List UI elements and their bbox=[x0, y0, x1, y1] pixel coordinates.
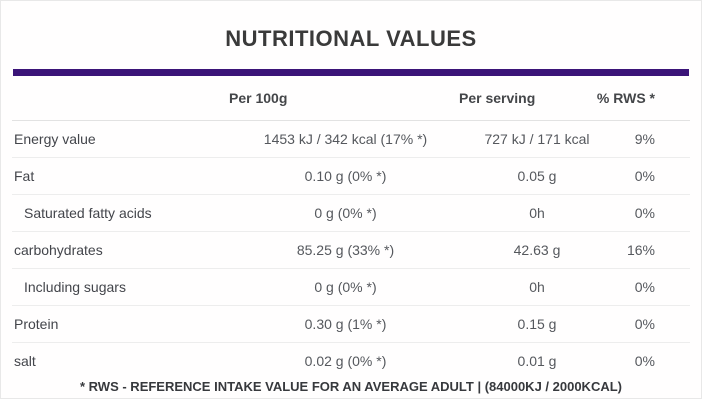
table-row-carbohydrates: carbohydrates 85.25 g (33% *) 42.63 g 16… bbox=[12, 232, 690, 269]
column-header-per-100g: Per 100g bbox=[229, 90, 288, 106]
row-label: Protein bbox=[14, 316, 59, 332]
value-per-serving: 42.63 g bbox=[513, 242, 561, 258]
row-label: salt bbox=[14, 352, 36, 369]
table-header-row: Per 100g Per serving % RWS * bbox=[12, 76, 690, 121]
value-rws: 0% bbox=[634, 279, 655, 295]
table-row-saturated-fatty-acids: Saturated fatty acids 0 g (0% *) 0h 0% bbox=[12, 195, 690, 232]
value-rws: 0% bbox=[634, 168, 655, 184]
value-per-100g: 0 g (0% *) bbox=[314, 279, 377, 295]
value-per-serving: 0.05 g bbox=[517, 168, 557, 184]
value-rws: 0% bbox=[634, 316, 655, 332]
value-rws: 0% bbox=[634, 352, 655, 369]
value-rws: 9% bbox=[634, 131, 655, 147]
value-per-100g: 1453 kJ / 342 kcal (17% *) bbox=[263, 131, 428, 147]
rws-footnote: * RWS - REFERENCE INTAKE VALUE FOR AN AV… bbox=[79, 379, 622, 394]
value-per-100g: 0.02 g (0% *) bbox=[304, 352, 387, 369]
column-header-per-serving: Per serving bbox=[459, 90, 536, 106]
value-per-100g: 0.10 g (0% *) bbox=[304, 168, 387, 184]
value-per-serving: 0.15 g bbox=[517, 316, 557, 332]
accent-divider bbox=[13, 69, 689, 76]
value-rws: 0% bbox=[634, 205, 655, 221]
row-label: Saturated fatty acids bbox=[24, 205, 152, 221]
value-per-serving: 0h bbox=[529, 279, 545, 295]
table-row-fat: Fat 0.10 g (0% *) 0.05 g 0% bbox=[12, 158, 690, 195]
table-row-energy: Energy value 1453 kJ / 342 kcal (17% *) … bbox=[12, 121, 690, 158]
nutrition-table: Per 100g Per serving % RWS * Energy valu… bbox=[1, 76, 701, 378]
table-row-including-sugars: Including sugars 0 g (0% *) 0h 0% bbox=[12, 269, 690, 306]
value-per-100g: 0.30 g (1% *) bbox=[304, 316, 387, 332]
page-title: NUTRITIONAL VALUES bbox=[225, 26, 477, 51]
value-per-100g: 0 g (0% *) bbox=[314, 205, 377, 221]
column-header-rws: % RWS * bbox=[596, 90, 655, 106]
row-label: Fat bbox=[14, 168, 35, 184]
value-per-serving: 0.01 g bbox=[517, 352, 557, 369]
row-label: Including sugars bbox=[24, 279, 126, 295]
value-rws: 16% bbox=[626, 242, 655, 258]
table-row-protein: Protein 0.30 g (1% *) 0.15 g 0% bbox=[12, 306, 690, 343]
value-per-serving: 727 kJ / 171 kcal bbox=[484, 131, 590, 147]
row-label: carbohydrates bbox=[14, 242, 103, 258]
value-per-serving: 0h bbox=[529, 205, 545, 221]
table-row-salt: salt 0.02 g (0% *) 0.01 g 0% bbox=[12, 343, 690, 378]
row-label: Energy value bbox=[14, 131, 96, 147]
value-per-100g: 85.25 g (33% *) bbox=[296, 242, 395, 258]
